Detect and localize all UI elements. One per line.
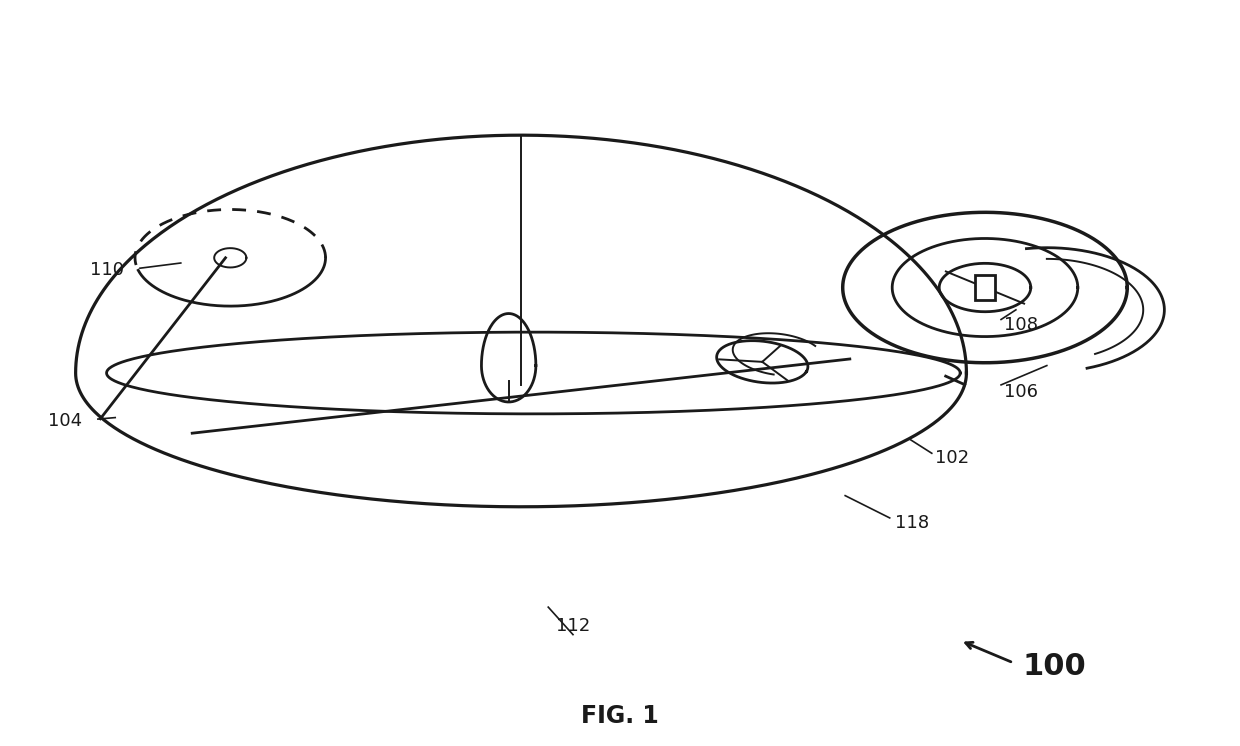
Text: 110: 110 bbox=[91, 261, 124, 280]
Text: 102: 102 bbox=[935, 450, 970, 468]
Text: 108: 108 bbox=[1003, 316, 1038, 333]
Text: 100: 100 bbox=[1022, 652, 1086, 681]
Text: 106: 106 bbox=[1003, 383, 1038, 401]
Text: FIG. 1: FIG. 1 bbox=[582, 704, 658, 728]
Text: 118: 118 bbox=[895, 514, 929, 532]
Bar bbox=[975, 275, 994, 300]
Text: 112: 112 bbox=[556, 617, 590, 635]
Text: 104: 104 bbox=[48, 413, 83, 430]
